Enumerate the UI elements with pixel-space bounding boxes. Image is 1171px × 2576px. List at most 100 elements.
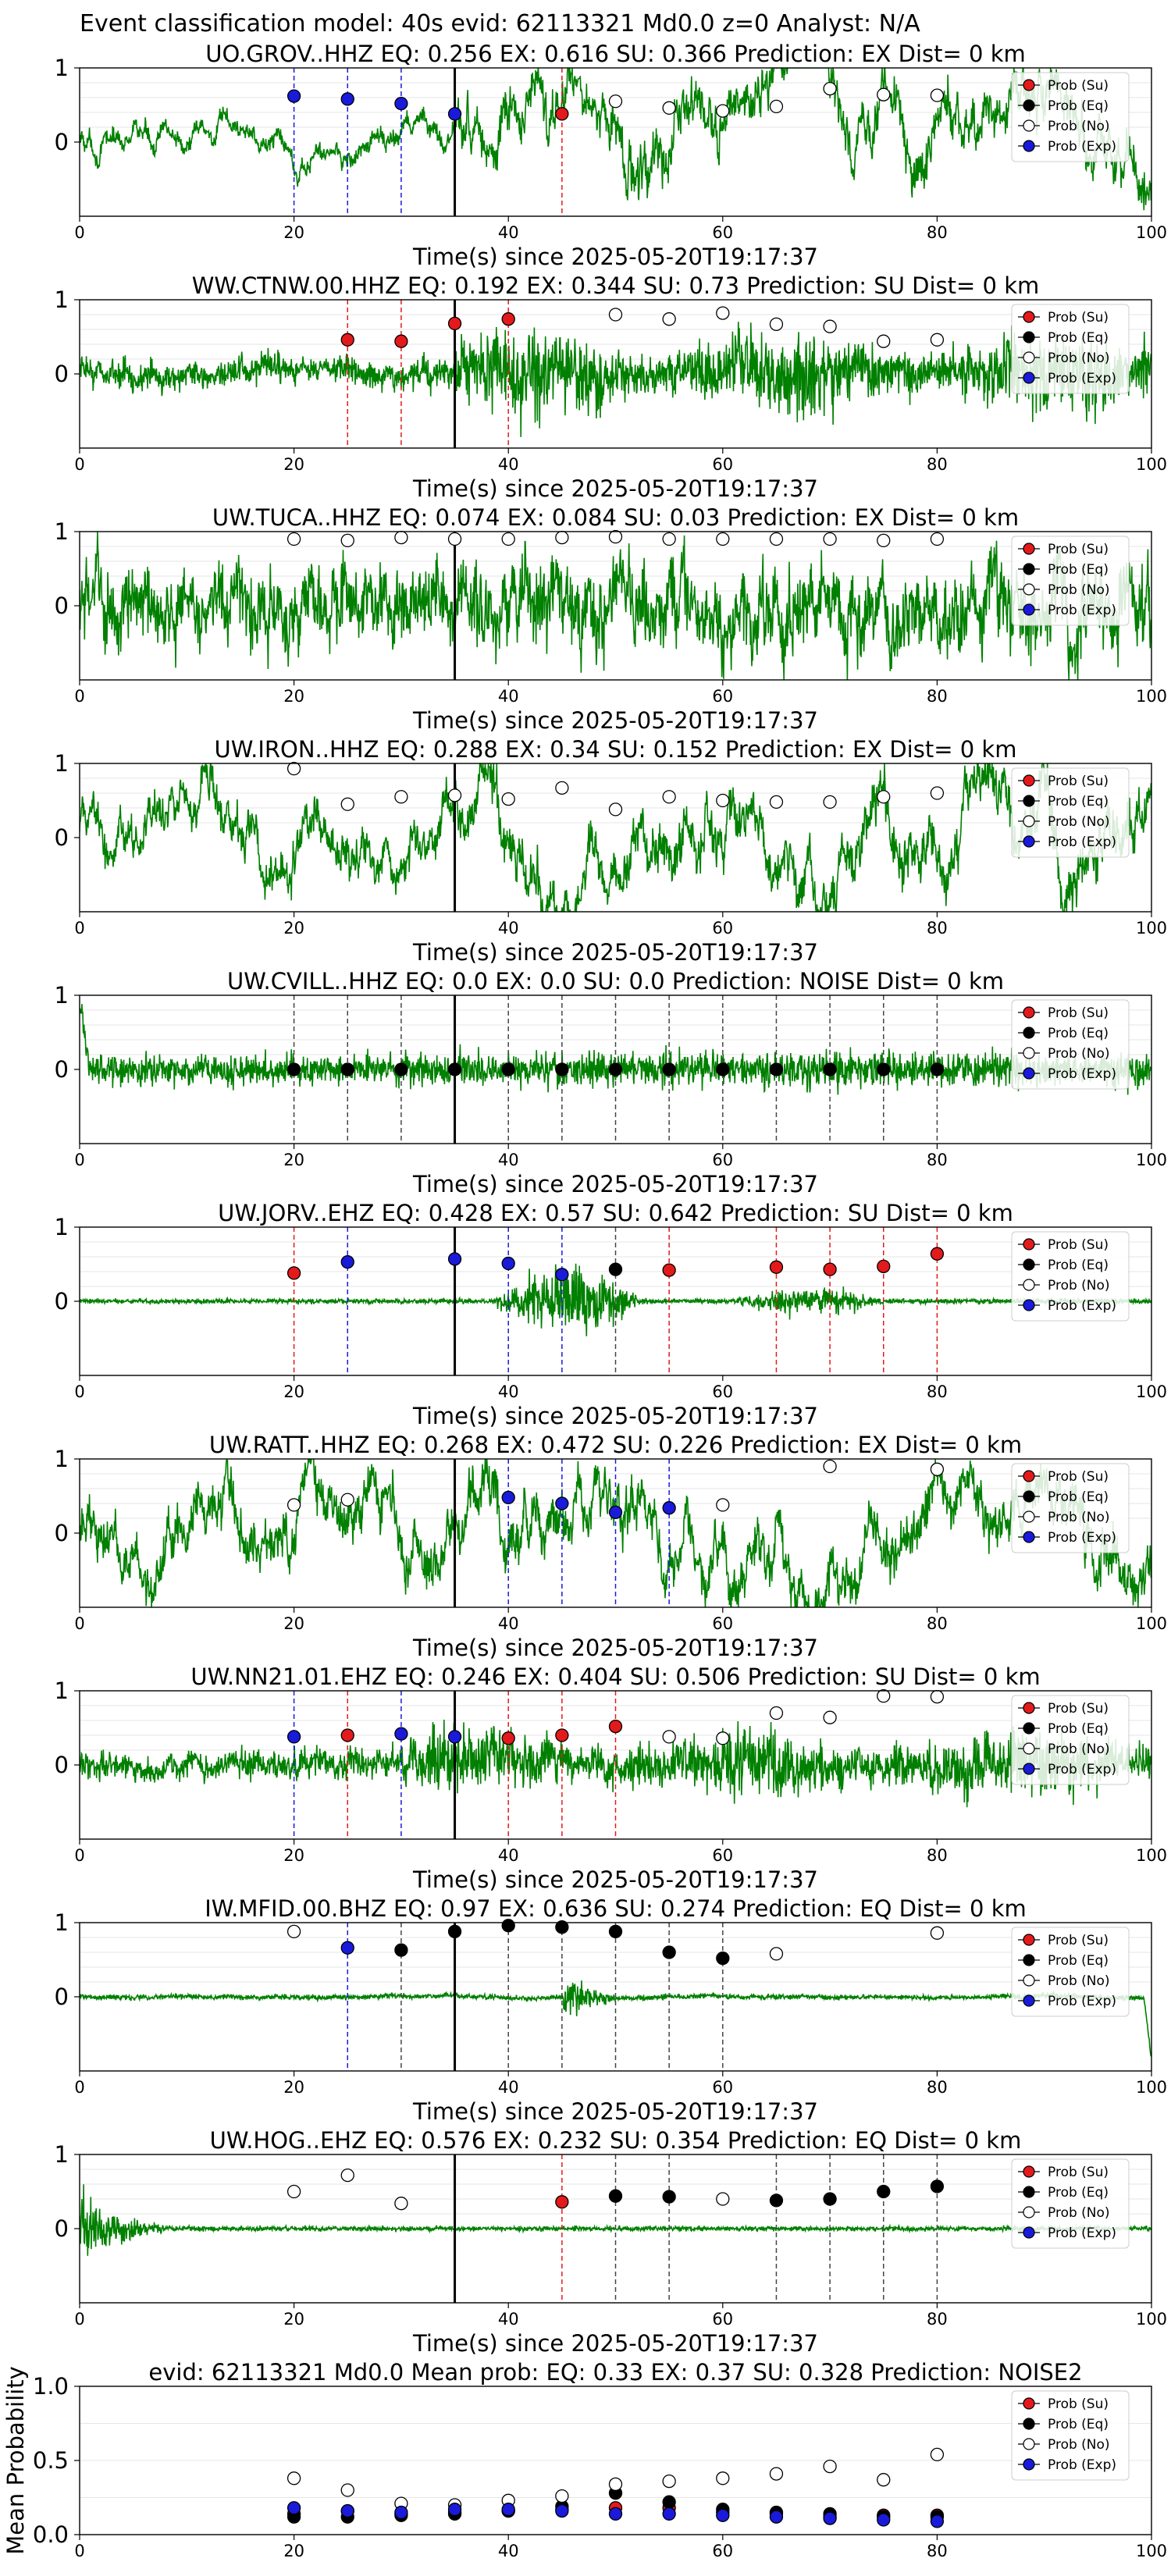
prob-point-no — [287, 2184, 301, 2199]
y-tick-label: 0 — [55, 1984, 69, 2010]
x-axis-label: Time(s) since 2025-05-20T19:17:37 — [412, 2330, 818, 2357]
prob-point-eq — [608, 1924, 623, 1939]
x-tick-label: 20 — [283, 687, 304, 706]
prob-point-no — [394, 790, 408, 804]
panel-uw-tuca-hhz: UW.TUCA..HHZ EQ: 0.074 EX: 0.084 SU: 0.0… — [55, 504, 1168, 734]
x-tick-label: 40 — [498, 919, 519, 938]
prob-point-no — [394, 530, 408, 545]
prob-point-no — [287, 532, 301, 546]
x-tick-label: 0 — [74, 2310, 84, 2329]
x-tick-label: 100 — [1136, 2078, 1167, 2097]
x-tick-label: 0 — [74, 2542, 84, 2560]
prob-point-eq — [394, 1062, 408, 1076]
legend-box — [1011, 1463, 1130, 1553]
legend-label: Prob (Exp) — [1048, 371, 1116, 386]
legend-marker — [1023, 795, 1035, 807]
x-tick-label: 40 — [498, 2542, 519, 2560]
legend-marker — [1023, 1047, 1035, 1059]
x-tick-label: 0 — [74, 1846, 84, 1865]
prob-point-no — [823, 795, 837, 809]
prob-point-exp — [447, 1730, 462, 1744]
x-tick-label: 20 — [283, 1382, 304, 1401]
x-axis-label: Time(s) since 2025-05-20T19:17:37 — [412, 1171, 818, 1197]
x-tick-label: 100 — [1136, 1382, 1167, 1401]
legend-label: Prob (Eq) — [1048, 1721, 1109, 1737]
legend-label: Prob (Su) — [1048, 542, 1109, 557]
legend-label: Prob (Su) — [1048, 2396, 1109, 2412]
prob-point-no — [769, 1706, 784, 1720]
prob-point-no — [340, 533, 354, 548]
y-tick-label: 1 — [55, 1678, 69, 1704]
mean-point-no — [930, 2447, 945, 2462]
legend-label: Prob (Exp) — [1048, 1762, 1116, 1777]
legend-label: Prob (Su) — [1048, 1933, 1109, 1948]
prob-point-no — [340, 2168, 354, 2183]
legend-label: Prob (Eq) — [1048, 98, 1109, 114]
legend-label: Prob (No) — [1048, 2437, 1110, 2453]
y-tick-label: 1.0 — [33, 2373, 69, 2400]
legend-box — [1011, 2390, 1130, 2481]
x-tick-label: 20 — [283, 223, 304, 242]
x-tick-label: 80 — [927, 1382, 948, 1401]
prob-point-exp — [555, 1268, 569, 1282]
legend-label: Prob (Su) — [1048, 1005, 1109, 1021]
y-tick-label: 1 — [55, 518, 69, 545]
prob-point-no — [769, 795, 784, 809]
prob-point-su — [447, 316, 462, 331]
prob-point-eq — [287, 1062, 301, 1076]
legend-label: Prob (Exp) — [1048, 2457, 1116, 2473]
x-tick-label: 60 — [712, 223, 733, 242]
legend-label: Prob (Eq) — [1048, 562, 1109, 578]
prob-point-no — [447, 788, 462, 802]
legend-label: Prob (Exp) — [1048, 1066, 1116, 1082]
prob-point-eq — [608, 2189, 623, 2203]
x-tick-label: 100 — [1136, 687, 1167, 706]
prob-point-exp — [555, 1496, 569, 1510]
prob-point-no — [608, 802, 623, 817]
legend-marker — [1023, 1974, 1035, 1987]
legend-label: Prob (Su) — [1048, 78, 1109, 94]
x-tick-label: 100 — [1136, 1151, 1167, 1169]
legend-marker — [1023, 1258, 1035, 1271]
x-tick-label: 0 — [74, 1382, 84, 1401]
legend-marker — [1023, 1026, 1035, 1039]
legend-label: Prob (Su) — [1048, 1701, 1109, 1717]
prob-point-no — [716, 2192, 730, 2206]
x-tick-label: 40 — [498, 2310, 519, 2329]
waveform-trace — [80, 1980, 1151, 2057]
panel-uw-nn21-01-ehz: UW.NN21.01.EHZ EQ: 0.246 EX: 0.404 SU: 0… — [55, 1663, 1168, 1893]
prob-point-no — [930, 532, 945, 546]
waveform-trace — [80, 532, 1151, 680]
prob-point-no — [823, 319, 837, 333]
legend-label: Prob (Exp) — [1048, 1994, 1116, 2009]
prob-point-exp — [394, 1727, 408, 1741]
panel-uo-grov-hhz: UO.GROV..HHZ EQ: 0.256 EX: 0.616 SU: 0.3… — [55, 41, 1168, 270]
legend-marker — [1023, 1067, 1035, 1080]
panel-title: UO.GROV..HHZ EQ: 0.256 EX: 0.616 SU: 0.3… — [205, 41, 1026, 67]
x-axis-label: Time(s) since 2025-05-20T19:17:37 — [412, 1635, 818, 1661]
mean-point-exp — [340, 2503, 354, 2518]
prob-point-no — [340, 797, 354, 811]
x-tick-label: 0 — [74, 2078, 84, 2097]
prob-point-exp — [340, 1255, 354, 1269]
prob-point-exp — [501, 1490, 515, 1505]
x-tick-label: 100 — [1136, 223, 1167, 242]
legend-marker — [1023, 1954, 1035, 1966]
prob-point-eq — [662, 2190, 676, 2204]
mean-point-eq — [662, 2495, 676, 2509]
prob-point-su — [501, 1731, 515, 1745]
prob-point-no — [662, 1730, 676, 1744]
x-tick-label: 100 — [1136, 2542, 1167, 2560]
prob-point-su — [930, 1247, 945, 1261]
prob-point-eq — [447, 1924, 462, 1939]
prob-point-su — [287, 1266, 301, 1280]
prob-point-exp — [608, 1505, 623, 1520]
legend-label: Prob (Su) — [1048, 1469, 1109, 1485]
mean-point-no — [340, 2483, 354, 2497]
prob-point-no — [823, 532, 837, 546]
legend-label: Prob (Eq) — [1048, 1026, 1109, 1041]
x-tick-label: 80 — [927, 919, 948, 938]
prob-point-no — [287, 762, 301, 776]
prob-point-no — [662, 101, 676, 115]
legend-label: Prob (No) — [1048, 1742, 1110, 1757]
